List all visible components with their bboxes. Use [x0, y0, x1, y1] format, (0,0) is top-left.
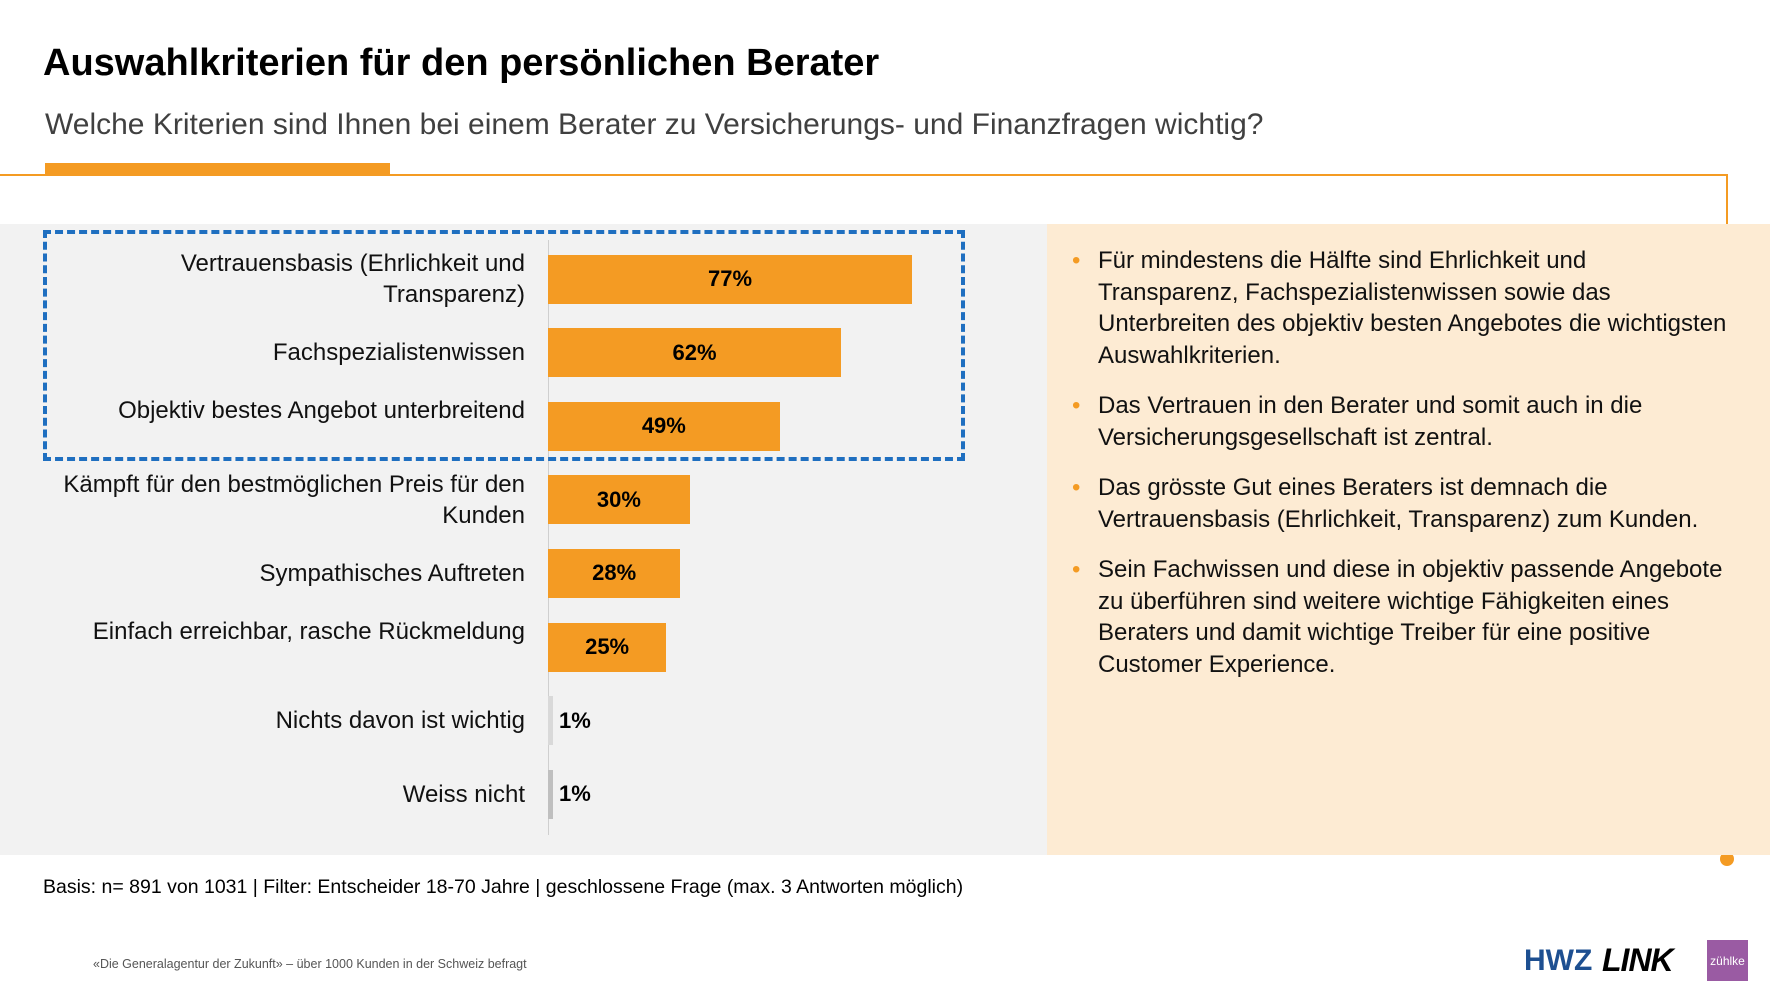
- category-label: Einfach erreichbar, rasche Rückmeldung: [92, 618, 525, 645]
- value-label: 1%: [559, 707, 591, 733]
- summary-item: • Das grösste Gut eines Beraters ist demn…: [1072, 472, 1732, 535]
- bullet-icon: •: [1072, 247, 1081, 274]
- zuehlke-logo: zühlke: [1707, 940, 1748, 981]
- page-subtitle: Welche Kriterien sind Ihnen bei einem Be…: [45, 108, 1264, 141]
- bar: [548, 328, 842, 378]
- chart-axis: [548, 240, 549, 835]
- basis-note: Basis: n= 891 von 1031 | Filter: Entsche…: [43, 876, 964, 898]
- bar: [548, 548, 681, 598]
- bar: [548, 622, 667, 672]
- page-title: Auswahlkriterien für den persönlichen Be…: [43, 42, 880, 84]
- category-label: Weiss nicht: [402, 780, 525, 808]
- bullet-icon: •: [1072, 556, 1081, 583]
- summary-text: Das Vertrauen in den Berater und somit a…: [1098, 392, 1643, 451]
- value-label: 77%: [708, 266, 753, 291]
- category-label: Nichts davon ist wichtig: [275, 707, 525, 735]
- summary-text: Sein Fachwissen und diese in objektiv pa…: [1098, 556, 1723, 678]
- divider-line: [0, 174, 1727, 176]
- value-label: 49%: [641, 413, 686, 439]
- bar: [548, 769, 553, 819]
- category-label: Fachspezialistenwissen: [272, 339, 525, 367]
- value-label: 28%: [592, 560, 637, 586]
- summary-text: Das grösste Gut eines Beraters ist demna…: [1098, 474, 1699, 533]
- summary-panel: [1047, 224, 1770, 855]
- value-label: 25%: [585, 634, 630, 659]
- summary-item: • Das Vertrauen in den Berater und somit …: [1072, 390, 1732, 453]
- category-label: Kämpft für den bestmöglichen Preis für d…: [63, 470, 525, 529]
- chart-panel: [0, 224, 1047, 855]
- bullet-icon: •: [1072, 474, 1081, 501]
- link-logo: LINK: [1602, 942, 1674, 978]
- bullet-icon: •: [1072, 392, 1081, 419]
- category-label: Objektiv bestes Angebot unterbreitend: [118, 397, 525, 425]
- summary-list: • Für mindestens die Hälfte sind Ehrlichk…: [1072, 245, 1732, 699]
- summary-text: Für mindestens die Hälfte sind Ehrlichke…: [1098, 247, 1727, 369]
- accent-bar: [45, 163, 390, 175]
- summary-item: • Sein Fachwissen und diese in objektiv p…: [1072, 554, 1732, 680]
- hwz-logo: HWZ: [1524, 944, 1593, 977]
- divider-end-dot: [1720, 852, 1734, 866]
- category-label: Sympathisches Auftreten: [259, 559, 525, 587]
- bar: [548, 696, 553, 746]
- summary-item: • Für mindestens die Hälfte sind Ehrlichk…: [1072, 245, 1732, 371]
- source-note: «Die Generalagentur der Zukunft» – über …: [93, 957, 527, 971]
- bar: [548, 475, 690, 525]
- bar: [548, 401, 780, 451]
- category-label: Vertrauensbasis (Ehrlichkeit und Transpa…: [180, 250, 525, 308]
- value-label: 62%: [672, 339, 717, 365]
- bar: [548, 254, 912, 304]
- value-label: 30%: [596, 486, 641, 512]
- value-label: 1%: [559, 781, 591, 807]
- highlight-box: [43, 230, 965, 461]
